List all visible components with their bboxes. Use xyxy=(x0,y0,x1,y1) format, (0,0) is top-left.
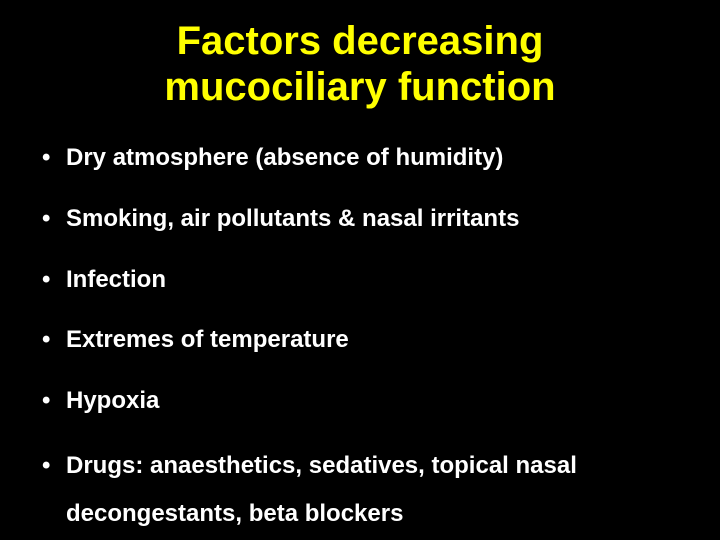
bullet-list: Dry atmosphere (absence of humidity) Smo… xyxy=(30,138,690,538)
list-item: Smoking, air pollutants & nasal irritant… xyxy=(38,199,690,240)
list-item: Dry atmosphere (absence of humidity) xyxy=(38,138,690,179)
slide: Factors decreasing mucociliary function … xyxy=(0,0,720,540)
list-item: Hypoxia xyxy=(38,381,690,422)
list-item: Infection xyxy=(38,260,690,301)
list-item: Drugs: anaesthetics, sedatives, topical … xyxy=(38,442,690,538)
list-item: Extremes of temperature xyxy=(38,320,690,361)
slide-title: Factors decreasing mucociliary function xyxy=(30,18,690,110)
